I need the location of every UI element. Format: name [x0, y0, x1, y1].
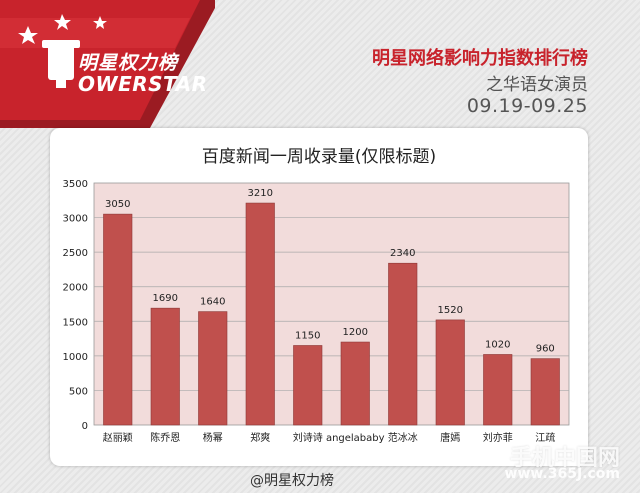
bar: [530, 358, 560, 426]
bar: [340, 341, 370, 426]
x-tick-label: 陈乔恩: [150, 431, 180, 444]
data-label: 1690: [153, 293, 178, 304]
watermark-text: 手机中国网: [509, 446, 620, 471]
powerstar-logo: [0, 0, 215, 128]
x-tick-label: 郑爽: [250, 431, 270, 444]
data-label: 3050: [105, 199, 130, 210]
bar: [388, 262, 418, 426]
x-tick-label: 赵丽颖: [103, 431, 133, 444]
y-axis-ticks: 0 500 1000 1500 2000 2500 3000 3500: [63, 179, 88, 432]
data-label: 2340: [390, 248, 415, 259]
bar: [245, 202, 275, 426]
x-tick-label: angelababy: [326, 433, 385, 444]
bar: [293, 345, 323, 426]
data-label: 1200: [343, 327, 368, 338]
date-range: 09.19-09.25: [466, 95, 588, 117]
x-tick-label: 刘亦菲: [483, 431, 513, 444]
bar: [198, 311, 228, 426]
bar: [435, 319, 465, 426]
chart-title: 百度新闻一周收录量(仅限标题): [202, 147, 436, 167]
data-label: 1150: [295, 330, 320, 341]
bar: [103, 213, 133, 426]
headline: 明星网络影响力指数排行榜: [372, 48, 588, 69]
y-tick-label: 0: [82, 421, 88, 432]
bars: [103, 202, 560, 426]
x-tick-label: 杨幂: [203, 431, 223, 444]
y-tick-label: 1500: [63, 317, 88, 328]
logo-subtext: OWERSTAR: [78, 72, 208, 96]
footer-credit: @明星权力榜: [250, 473, 334, 489]
data-labels: 3050 1690 1640 3210 1150 1200 2340 1520 1020 960: [105, 188, 555, 355]
x-tick-label: 刘诗诗: [293, 431, 323, 444]
bar-chart: 百度新闻一周收录量(仅限标题) 0 500 1000 1500 2000 2500 3000…: [63, 147, 570, 444]
x-axis-ticks: 赵丽颖 陈乔恩 杨幂 郑爽 刘诗诗 angelababy 范冰冰 唐嫣 刘亦菲 江疏: [103, 431, 556, 444]
bar: [483, 354, 513, 426]
data-label: 1020: [485, 339, 510, 350]
data-label: 1640: [200, 297, 225, 308]
y-tick-label: 1000: [63, 352, 88, 363]
data-label: 960: [536, 344, 555, 355]
data-label: 1520: [438, 305, 463, 316]
logo-text: 明星权力榜: [78, 52, 179, 74]
x-tick-label: 唐嫣: [440, 431, 460, 444]
y-tick-label: 2500: [63, 248, 88, 259]
x-tick-label: 江疏: [535, 431, 555, 444]
bar: [150, 307, 180, 426]
watermark-url: www.365J.com: [504, 466, 620, 482]
y-tick-label: 500: [69, 386, 88, 397]
y-tick-label: 3000: [63, 214, 88, 225]
x-tick-label: 范冰冰: [388, 431, 418, 444]
y-tick-label: 2000: [63, 283, 88, 294]
y-tick-label: 3500: [63, 179, 88, 190]
subheadline: 之华语女演员: [486, 75, 588, 95]
data-label: 3210: [248, 188, 273, 199]
